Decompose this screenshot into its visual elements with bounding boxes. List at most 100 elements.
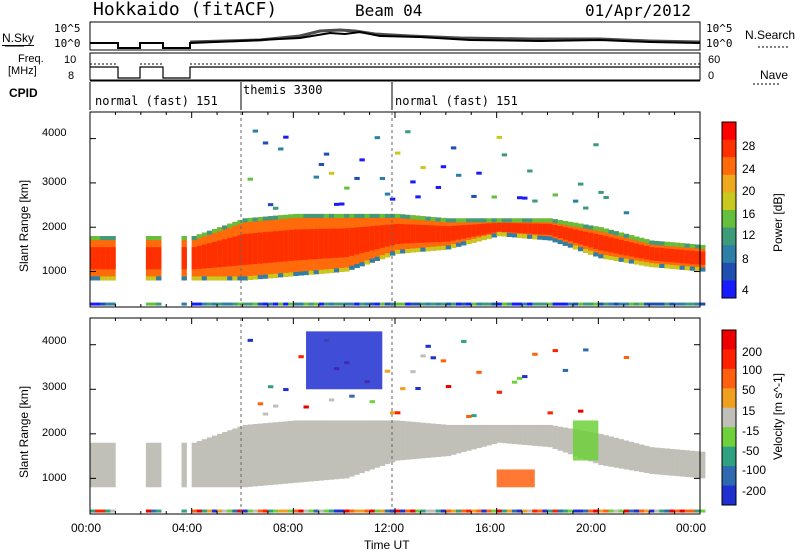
power-echo-cell [359, 302, 365, 306]
power-echo-cell [588, 225, 594, 230]
power-echo-cell [674, 242, 680, 247]
power-echo-cell [537, 223, 543, 235]
velocity-echo-cell [369, 400, 375, 404]
velocity-echo-cell [206, 437, 213, 488]
power-echo-cell [496, 218, 503, 223]
power-echo-cell [684, 250, 691, 264]
power-echo-cell [547, 218, 553, 223]
power-echo-cell [212, 229, 218, 233]
velocity-echo-cell [217, 433, 223, 488]
velocity-echo-cell [664, 509, 670, 513]
velocity-echo-cell [90, 442, 96, 488]
velocity-echo-cell [471, 509, 477, 513]
velocity-cbar-tick: 15 [742, 404, 756, 418]
power-echo-cell [552, 302, 558, 306]
power-echo-cell [212, 276, 218, 281]
power-echo-cell [689, 266, 696, 271]
power-echo-cell [674, 249, 680, 263]
power-echo-cell [527, 234, 533, 239]
power-echo-cell [257, 232, 264, 264]
power-echo-cell [654, 240, 660, 245]
power-echo-cell [349, 302, 355, 306]
velocity-echo-cell [476, 370, 482, 374]
power-echo-cell [389, 224, 396, 246]
velocity-echo-cell [145, 509, 152, 513]
power-colorbar-segment [722, 280, 736, 299]
power-echo-cell [517, 302, 523, 306]
power-echo-cell [151, 236, 157, 241]
power-echo-cell [684, 266, 691, 271]
power-echo-cell [303, 229, 309, 260]
power-echo-cell [557, 220, 564, 225]
power-echo-cell [196, 234, 203, 239]
velocity-echo-cell [613, 437, 619, 468]
power-echo-cell [267, 302, 274, 306]
power-ytick: 3000 [42, 176, 67, 188]
power-echo-cell [328, 268, 335, 273]
velocity-echo-cell [303, 509, 309, 513]
power-echo-cell [613, 231, 619, 236]
velocity-echo-cell [598, 509, 604, 513]
power-echo-cell [206, 230, 213, 235]
velocity-echo-cell [415, 509, 421, 513]
power-echo-cell [415, 195, 421, 199]
velocity-echo-cell [562, 368, 569, 372]
power-echo-cell [649, 247, 655, 261]
velocity-echo-cell [684, 450, 691, 478]
power-echo-cell [110, 236, 116, 241]
power-echo-cell [267, 216, 274, 221]
velocity-colorbar-segment [722, 330, 736, 350]
power-echo-cell [349, 213, 355, 218]
velocity-echo-cell [694, 509, 701, 513]
velocity-echo-cell [339, 420, 345, 479]
power-colorbar-segment [722, 122, 736, 140]
power-echo-cell [486, 302, 492, 306]
velocity-echo-cell [201, 509, 208, 513]
power-echo-cell [430, 217, 436, 222]
velocity-ytick: 1000 [42, 472, 67, 484]
power-echo-cell [415, 302, 421, 306]
power-echo-cell [435, 246, 442, 251]
power-echo-cell [450, 146, 457, 150]
power-ytick: 1000 [42, 265, 67, 277]
power-echo-cell [593, 252, 599, 257]
power-echo-cell [628, 302, 635, 306]
power-echo-cell [471, 218, 477, 223]
power-echo-cell [578, 223, 584, 228]
power-echo-cell [196, 302, 203, 306]
power-echo-cell [476, 171, 482, 175]
velocity-cbar-tick: -100 [742, 463, 767, 477]
power-echo-cell [679, 249, 686, 264]
velocity-echo-cell [257, 509, 264, 513]
power-echo-cell [232, 276, 238, 281]
xtick: 00:00 [676, 521, 707, 535]
velocity-echo-cell [486, 424, 492, 446]
power-echo-cell [222, 225, 228, 230]
power-echo-cell [308, 270, 314, 275]
velocity-echo-cell [288, 509, 294, 513]
velocity-echo-cell [334, 420, 340, 480]
power-echo-cell [349, 265, 355, 270]
velocity-echo-cell [517, 509, 523, 513]
power-echo-cell [145, 247, 152, 270]
power-echo-cell [603, 228, 609, 233]
power-echo-cell [145, 236, 152, 241]
velocity-echo-cell [639, 509, 645, 513]
power-echo-cell [583, 248, 589, 253]
power-echo-cell [252, 232, 259, 265]
power-echo-cell [578, 302, 584, 306]
power-echo-cell [323, 213, 330, 218]
power-echo-cell [196, 276, 203, 281]
velocity-echo-cell [435, 509, 442, 513]
power-echo-cell [395, 151, 401, 155]
power-echo-cell [461, 225, 467, 239]
velocity-echo-cell [552, 509, 558, 513]
velocity-echo-cell [328, 398, 335, 402]
power-echo-cell [552, 193, 558, 197]
freq-label: Freq. [18, 53, 44, 65]
power-echo-cell [593, 233, 599, 249]
power-echo-cell [318, 162, 325, 166]
velocity-echo-cell [267, 385, 274, 389]
velocity-echo-cell [562, 509, 569, 513]
